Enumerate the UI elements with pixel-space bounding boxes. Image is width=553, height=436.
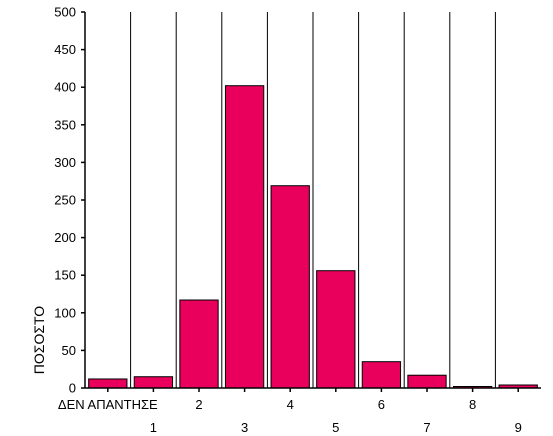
x-tick-label: 1 xyxy=(150,420,157,435)
y-tick-labels: 0 50 100 150 200 250 300 350 400 450 500 xyxy=(54,5,76,396)
bar-3 xyxy=(224,85,265,389)
y-tick-label: 500 xyxy=(54,5,76,20)
x-tick-label: 6 xyxy=(378,397,385,412)
y-tick-label: 300 xyxy=(54,155,76,170)
y-tick-label: 350 xyxy=(54,117,76,132)
y-tick-label: 200 xyxy=(54,230,76,245)
x-tick-label: 5 xyxy=(332,420,339,435)
x-tick-label: 9 xyxy=(515,420,522,435)
x-tick-label: 3 xyxy=(241,420,248,435)
y-tick-label: 50 xyxy=(62,343,76,358)
bar-5 xyxy=(316,270,356,389)
y-tick-label: 150 xyxy=(54,268,76,283)
bars xyxy=(88,85,538,389)
x-tick-label: 8 xyxy=(469,397,476,412)
bar-2 xyxy=(179,299,219,389)
y-tick-label: 400 xyxy=(54,80,76,95)
x-tick-label: 2 xyxy=(195,397,202,412)
bar-1 xyxy=(133,376,174,389)
bar-6 xyxy=(361,361,402,389)
y-tick-label: 0 xyxy=(69,381,76,396)
x-tick-labels: ΔΕΝ ΑΠΑΝΤΗΣΕ 1 2 3 4 5 6 7 8 9 xyxy=(58,397,522,435)
y-tick-label: 250 xyxy=(54,193,76,208)
bar-no-answer xyxy=(88,378,128,389)
bar-4 xyxy=(270,185,310,389)
grid-lines xyxy=(130,12,496,388)
x-tick-label: 4 xyxy=(287,397,294,412)
axes xyxy=(81,11,541,392)
x-tick-label: 7 xyxy=(423,420,430,435)
bar-7 xyxy=(407,374,447,389)
y-tick-label: 100 xyxy=(54,305,76,320)
y-tick-label: 450 xyxy=(54,42,76,57)
x-tick-label: ΔΕΝ ΑΠΑΝΤΗΣΕ xyxy=(58,397,158,412)
y-axis-label: ΠΟΣΟΣΤΟ xyxy=(31,306,47,374)
